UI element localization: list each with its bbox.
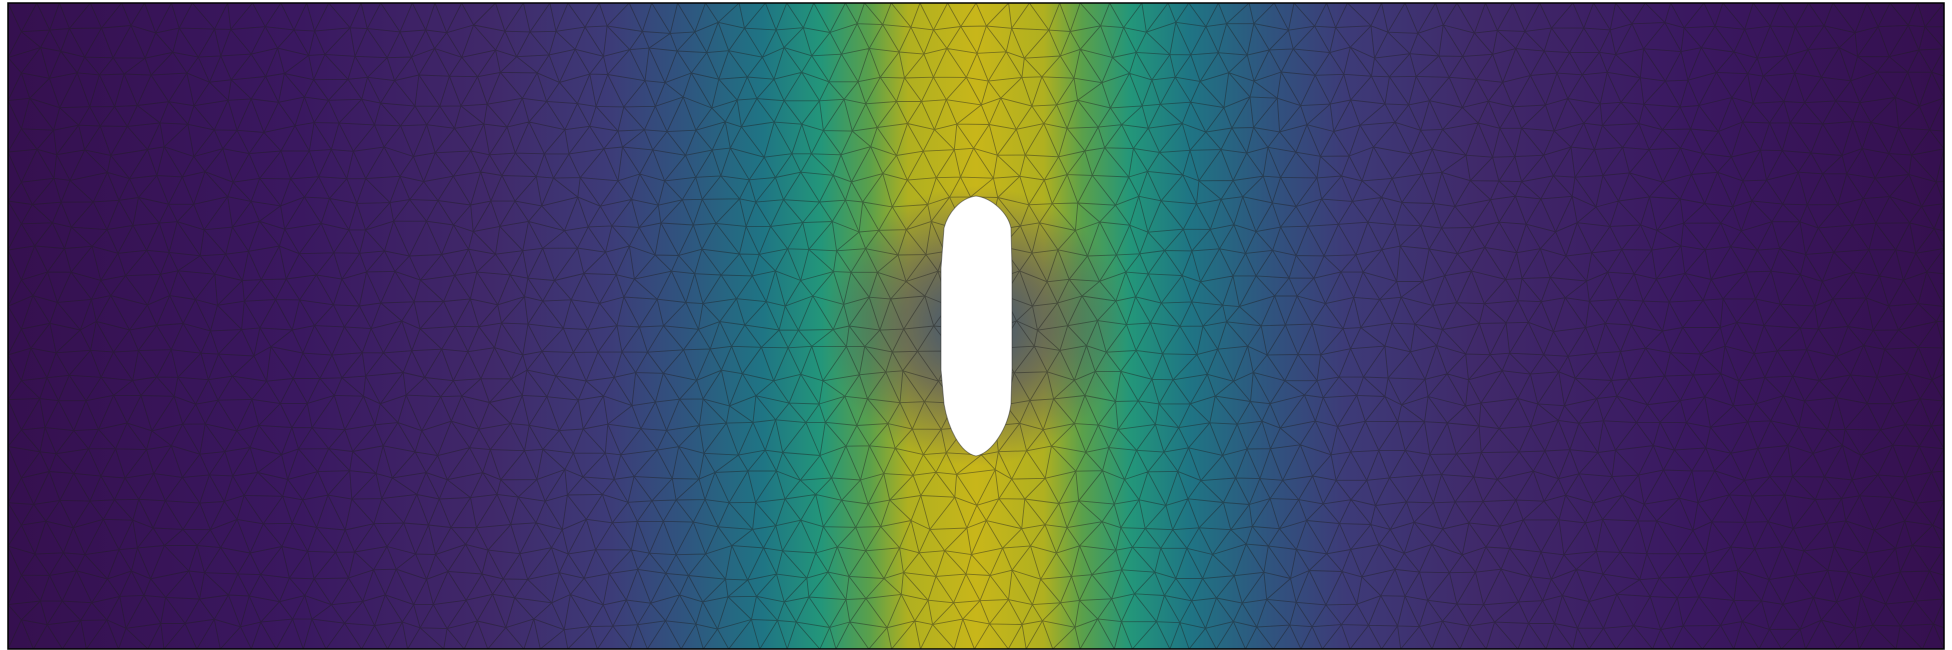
plate-border — [7, 2, 1945, 650]
mesh-lines — [8, 3, 1944, 649]
mesh-edges — [8, 3, 1944, 649]
central-hole — [940, 195, 1013, 457]
